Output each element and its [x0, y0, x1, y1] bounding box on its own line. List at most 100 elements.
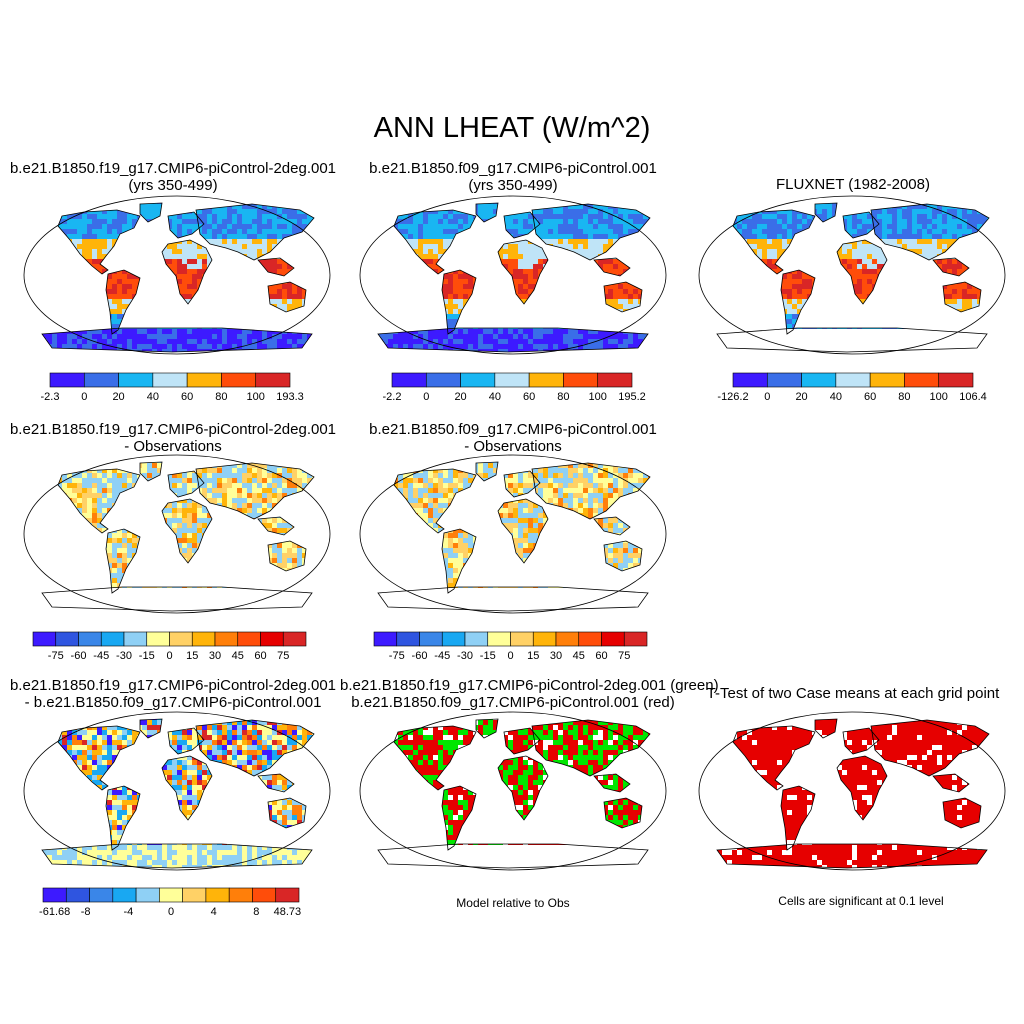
- colorbar-tick-label: 4: [211, 906, 217, 918]
- coastline-asia: [531, 462, 651, 520]
- colorbar-swatch: [252, 887, 277, 903]
- colorbar-tick-label: 0: [764, 391, 770, 403]
- map-panel-fluxnet: [697, 194, 1007, 356]
- colorbar-swatch: [869, 372, 905, 388]
- panel-title-line2: (yrs 350-499): [468, 177, 558, 194]
- colorbar-tick-label: -30: [457, 650, 473, 662]
- coastline-southeast-asia: [593, 257, 631, 277]
- coastline-north-america: [57, 725, 141, 791]
- colorbar-tick-label: 75: [277, 650, 289, 662]
- coastline-antarctica: [377, 327, 649, 353]
- coastline-north-america: [393, 468, 477, 534]
- colorbar-swatch: [65, 887, 90, 903]
- colorbar-tick-label: 20: [795, 391, 807, 403]
- coastline-europe: [842, 727, 880, 755]
- colorbar-swatch: [528, 372, 564, 388]
- coastline-antarctica: [41, 586, 313, 612]
- panel-title-line1: b.e21.B1850.f19_g17.CMIP6-piControl-2deg…: [9, 677, 337, 694]
- colorbar-tick-label: 15: [186, 650, 198, 662]
- colorbar-tick-label: 80: [557, 391, 569, 403]
- panel-title-p3: FLUXNET (1982-2008): [680, 176, 1024, 193]
- colorbar-tick-label: 48.73: [274, 906, 302, 918]
- coastline-antarctica: [377, 843, 649, 869]
- colorbar-swatch: [146, 631, 170, 647]
- colorbar-swatch: [419, 631, 443, 647]
- colorbar-swatch: [532, 631, 557, 647]
- colorbar-swatch: [732, 372, 768, 388]
- coastline-australia: [267, 281, 307, 313]
- coastline-asia: [531, 719, 651, 777]
- coastline-north-america: [732, 725, 816, 791]
- coastline-south-america: [441, 528, 477, 594]
- coastline-australia: [603, 281, 643, 313]
- colorbar-swatch: [83, 372, 119, 388]
- colorbar-swatch: [100, 631, 125, 647]
- colorbar-tick-label: 0: [166, 650, 172, 662]
- colorbar-tick-label: -45: [93, 650, 109, 662]
- panel-title-line1: b.e21.B1850.f19_g17.CMIP6-piControl-2deg…: [9, 421, 337, 438]
- colorbar-swatch: [169, 631, 193, 647]
- colorbar-swatch: [391, 372, 427, 388]
- colorbar-swatch: [623, 631, 648, 647]
- colorbar-tick-label: 60: [864, 391, 876, 403]
- colorbar-tick-label: 60: [595, 650, 607, 662]
- coastline-greenland: [475, 202, 499, 223]
- coastline-greenland: [139, 718, 163, 739]
- colorbar-tick-label: 40: [830, 391, 842, 403]
- coastline-southeast-asia: [932, 773, 970, 793]
- colorbar-tick-label: 100: [930, 391, 948, 403]
- coastline-europe: [167, 211, 205, 239]
- colorbar-swatch: [904, 372, 940, 388]
- coastline-europe: [503, 727, 541, 755]
- coastline-antarctica: [41, 327, 313, 353]
- map-boundary: [23, 454, 331, 614]
- map-panel-model-1deg: [358, 194, 668, 356]
- colorbar-tick-label: 193.3: [276, 391, 304, 403]
- coastline-south-america: [105, 528, 141, 594]
- colorbar-tick-label: 100: [589, 391, 607, 403]
- panel-title-line2: b.e21.B1850.f09_g17.CMIP6-piControl.001 …: [351, 694, 675, 711]
- coastline-australia: [603, 540, 643, 572]
- colorbar-swatch: [464, 631, 489, 647]
- colorbar-swatch: [396, 631, 420, 647]
- colorbar-tick-label: 60: [181, 391, 193, 403]
- map-boundary: [359, 711, 667, 871]
- colorbar-swatch: [597, 372, 633, 388]
- panel-title-line2: - b.e21.B1850.f09_g17.CMIP6-piControl.00…: [24, 694, 322, 711]
- coastline-europe: [167, 470, 205, 498]
- coastline-africa: [836, 239, 888, 305]
- colorbar-swatch: [237, 631, 261, 647]
- colorbar-swatch: [275, 887, 300, 903]
- map-panel-closest-to-obs: [358, 710, 668, 872]
- coastline-north-america: [57, 209, 141, 275]
- colorbar-tick-label: -4: [123, 906, 133, 918]
- coastline-asia: [195, 719, 315, 777]
- coastline-asia: [531, 203, 651, 261]
- coastline-africa: [161, 239, 213, 305]
- panel-title-p2: b.e21.B1850.f09_g17.CMIP6-piControl.001 …: [340, 160, 686, 194]
- colorbar-tick-label: 106.4: [959, 391, 987, 403]
- panel-title-p8: T-Test of two Case means at each grid po…: [680, 685, 1024, 702]
- colorbar-swatch: [55, 631, 79, 647]
- coastline-asia: [195, 203, 315, 261]
- coastline-south-america: [441, 269, 477, 335]
- panel-title-line1: b.e21.B1850.f09_g17.CMIP6-piControl.001: [369, 160, 657, 177]
- coastlines: [716, 202, 990, 353]
- colorbar-swatch: [228, 887, 253, 903]
- panel-title-line2: - Observations: [124, 438, 222, 455]
- coastline-greenland: [139, 461, 163, 482]
- coastline-antarctica: [41, 843, 313, 869]
- coastline-antarctica: [377, 586, 649, 612]
- coastline-southeast-asia: [257, 773, 295, 793]
- colorbar-tick-label: 60: [254, 650, 266, 662]
- map-boundary: [23, 711, 331, 871]
- coastline-australia: [942, 797, 982, 829]
- colorbar-swatch: [42, 887, 67, 903]
- colorbar-swatch: [159, 887, 183, 903]
- panel-title-p6: b.e21.B1850.f19_g17.CMIP6-piControl-2deg…: [0, 677, 346, 711]
- coastlines: [41, 461, 315, 612]
- colorbar-tick-label: 0: [507, 650, 513, 662]
- coastline-asia: [870, 719, 990, 777]
- panel-title-p1: b.e21.B1850.f19_g17.CMIP6-piControl-2deg…: [0, 160, 346, 194]
- colorbar-tick-label: 30: [209, 650, 221, 662]
